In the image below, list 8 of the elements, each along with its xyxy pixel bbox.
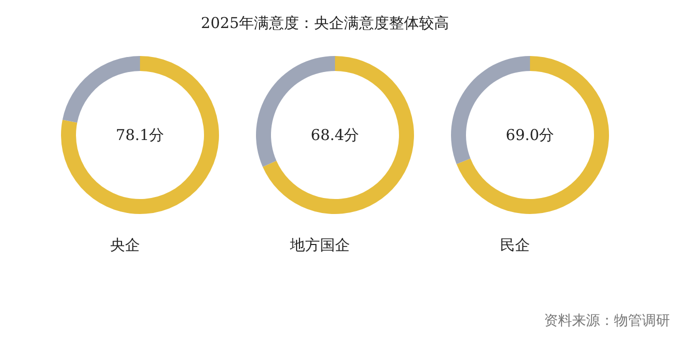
- text: 民企: [500, 236, 530, 254]
- text: 69.0分: [506, 126, 554, 144]
- text: 地方国企: [289, 236, 350, 254]
- text: 2025年满意度：央企满意度整体较高: [200, 14, 450, 32]
- text: 78.1分: [116, 126, 164, 144]
- text: 68.4分: [310, 126, 360, 144]
- text: 资料来源：物管调研: [544, 313, 670, 329]
- text: 央企: [110, 236, 140, 254]
